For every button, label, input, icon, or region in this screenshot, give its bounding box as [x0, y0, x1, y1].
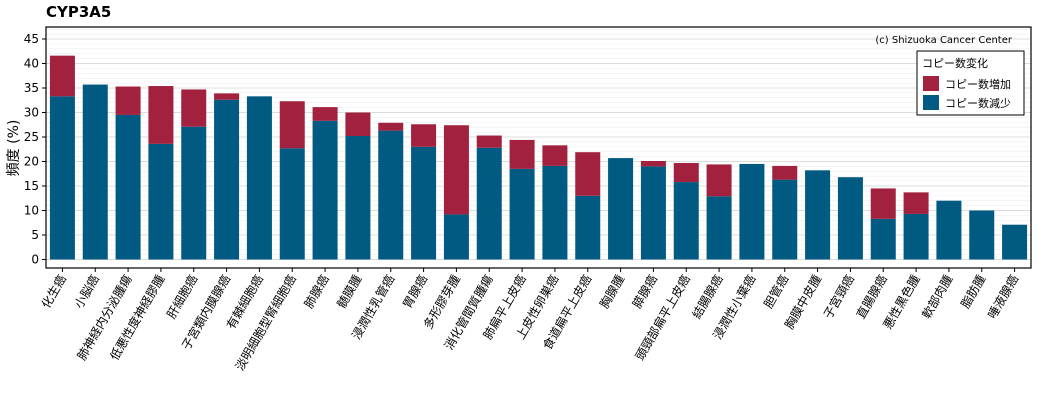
x-tick-label: 小脳癌: [71, 272, 102, 311]
x-tick-label: 淡明細胞型腎細胞癌: [232, 272, 299, 373]
bar-segment-decrease: [476, 147, 502, 260]
legend-title: コピー数変化: [922, 56, 988, 70]
x-tick-label: 胃腺癌: [399, 272, 430, 311]
bar-segment-increase: [312, 107, 338, 121]
bar-segment-increase: [673, 162, 699, 183]
bar-segment-decrease: [345, 136, 371, 260]
bar-segment-decrease: [575, 195, 601, 260]
bar-segment-decrease: [509, 168, 535, 260]
bar-segment-decrease: [542, 165, 568, 260]
bar-segment-increase: [411, 124, 437, 147]
bar-segment-increase: [443, 125, 469, 215]
bar-segment-increase: [214, 93, 240, 100]
bar-segment-decrease: [739, 163, 765, 260]
bar-segment-increase: [148, 86, 174, 144]
bar-segment-decrease: [640, 166, 666, 260]
bar-segment-decrease: [903, 213, 929, 260]
x-tick-label: 肺腺癌: [301, 272, 332, 311]
legend: コピー数変化 コピー数増加 コピー数減少: [916, 50, 1025, 116]
bar-segment-increase: [706, 164, 732, 197]
bar-segment-decrease: [49, 96, 75, 260]
x-tick-label: 直腸腺癌: [853, 272, 890, 321]
y-tick-label: 10: [24, 204, 39, 218]
y-tick-label: 25: [24, 130, 39, 144]
bar-segment-increase: [640, 161, 666, 167]
grid-lines: [46, 28, 1031, 260]
bar-segment-increase: [279, 101, 305, 149]
bar-segment-decrease: [214, 99, 240, 260]
bar-segment-decrease: [772, 179, 798, 260]
x-tick-label: 髄膜腫: [334, 272, 365, 311]
y-tick-label: 0: [31, 253, 39, 267]
bar-segment-decrease: [870, 218, 896, 260]
bar-segment-increase: [772, 165, 798, 180]
bar-segment-decrease: [148, 143, 174, 260]
y-axis: 0 5 10 15 20 25 30 35 40 45: [24, 32, 46, 267]
bar-segment-decrease: [837, 177, 863, 260]
bar-segment-decrease: [378, 130, 404, 260]
x-tick-label: 子宮頸癌: [820, 272, 857, 321]
x-tick-label: 唾液腺癌: [984, 272, 1021, 321]
y-tick-label: 20: [24, 155, 39, 169]
legend-label-increase: コピー数増加: [945, 78, 1011, 91]
bar-segment-decrease: [969, 210, 995, 260]
bar-segment-increase: [378, 122, 404, 131]
x-tick-label: 肝細胞癌: [163, 272, 200, 321]
bar-segment-decrease: [936, 200, 962, 260]
bar-segment-decrease: [411, 146, 437, 260]
x-tick-label: 脂肪腫: [957, 272, 988, 311]
y-tick-label: 35: [24, 81, 39, 95]
bar-segment-increase: [575, 152, 601, 196]
bar-segment-decrease: [312, 120, 338, 260]
bar-segment-decrease: [181, 126, 207, 260]
x-tick-label: 結腸腺癌: [689, 272, 726, 321]
bar-segment-increase: [49, 55, 75, 97]
plot-frame: [45, 26, 1032, 269]
legend-label-decrease: コピー数減少: [945, 96, 1011, 110]
bar-segment-decrease: [246, 96, 272, 260]
x-tick-label: 胆管癌: [760, 272, 791, 311]
bar-segment-increase: [903, 192, 929, 214]
bar-segment-decrease: [1002, 224, 1028, 260]
bar-segment-decrease: [608, 158, 634, 260]
bar-segment-decrease: [673, 182, 699, 260]
bar-segment-increase: [181, 89, 207, 127]
legend-swatch-decrease: [923, 95, 939, 110]
bar-segment-increase: [345, 112, 371, 137]
bar-segment-increase: [870, 188, 896, 219]
x-axis: 化生癌 小脳癌肺神経内分泌腫瘍低悪性度神経膠腫肝細胞癌子宮類内膜腺癌有棘細胞癌淡明…: [38, 268, 1021, 373]
bar-segment-decrease: [805, 170, 831, 260]
bar-segment-increase: [542, 145, 568, 166]
x-tick-label: 軟部肉腫: [919, 272, 956, 321]
bar-segment-decrease: [115, 114, 141, 260]
y-tick-label: 45: [24, 32, 39, 46]
bar-segment-increase: [115, 86, 141, 115]
x-tick-label: 胸腺腫: [596, 272, 627, 311]
bar-segment-decrease: [443, 214, 469, 260]
bar-segment-decrease: [279, 148, 305, 260]
bar-segment-decrease: [82, 84, 108, 260]
bar-segment-increase: [476, 135, 502, 148]
legend-swatch-increase: [923, 76, 939, 91]
bar-segment-increase: [509, 139, 535, 169]
bars: [49, 55, 1028, 260]
y-tick-label: 30: [24, 106, 39, 120]
y-tick-label: 5: [31, 228, 39, 242]
x-tick-label: 膵腺癌: [629, 272, 660, 311]
x-tick-label: 化生癌: [38, 272, 69, 311]
bar-segment-decrease: [706, 196, 732, 260]
y-axis-label: 頻度 (%): [6, 120, 22, 177]
y-tick-label: 15: [24, 179, 39, 193]
chart-title: CYP3A5: [46, 3, 112, 21]
y-tick-label: 40: [24, 57, 39, 71]
credit-text: (c) Shizuoka Cancer Center: [875, 35, 1013, 46]
